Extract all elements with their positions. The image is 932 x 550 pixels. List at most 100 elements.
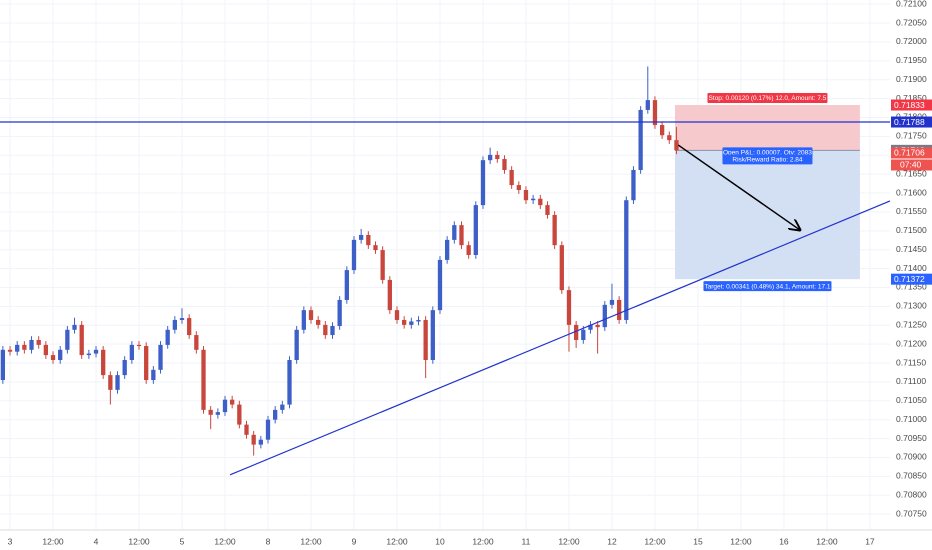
y-tick-label: 0.71450 [896, 244, 927, 254]
x-tick-label: 3 [8, 536, 13, 546]
candle-body [294, 329, 299, 361]
candle-body [366, 234, 371, 246]
x-tick-label: 12:00 [42, 536, 64, 546]
x-tick-label: 4 [94, 536, 99, 546]
candle-body [552, 214, 557, 246]
candle-body [101, 349, 106, 376]
y-tick-label: 0.70800 [896, 489, 927, 499]
candle-body [158, 344, 163, 370]
price-label: 0.71706 [894, 148, 925, 158]
candle-body [573, 324, 579, 340]
y-tick-label: 0.71600 [896, 187, 927, 197]
candle-body [43, 344, 49, 356]
candle-body [29, 339, 34, 350]
candle-body [93, 349, 99, 354]
candle-body [430, 310, 435, 361]
candle-body [487, 154, 493, 161]
y-tick-label: 0.71550 [896, 206, 927, 216]
candle-body [108, 375, 113, 390]
candle-body [351, 239, 357, 271]
candle-body [624, 200, 629, 320]
candle-body [530, 198, 536, 201]
candle-body [645, 100, 650, 110]
y-tick-label: 0.70850 [896, 471, 927, 481]
x-tick-label: 12 [607, 536, 617, 546]
price-label: 0.71372 [894, 274, 925, 284]
candle-body [287, 360, 292, 405]
y-tick-label: 0.71150 [896, 357, 926, 367]
price-label-box [891, 147, 932, 159]
candle-body [667, 135, 672, 141]
candle-body [495, 154, 500, 160]
candle-body [323, 324, 328, 336]
countdown: 07:40 [900, 160, 922, 170]
y-tick-label: 0.70750 [896, 508, 927, 518]
candle-body [50, 355, 56, 361]
x-tick-label: 10 [435, 536, 445, 546]
candle-body [237, 404, 242, 425]
candle-body [581, 329, 586, 340]
y-tick-label: 0.71850 [896, 93, 927, 103]
candle-body [208, 409, 213, 415]
y-tick-label: 0.71100 [896, 376, 926, 386]
candle-body [136, 344, 142, 347]
candle-body [258, 439, 263, 445]
candle-body [373, 245, 378, 251]
candle-body [394, 310, 400, 320]
candle-body [459, 225, 464, 246]
candle-body [502, 159, 507, 170]
candle-body [265, 419, 271, 440]
candle-body [251, 434, 256, 445]
candle-body [179, 318, 185, 320]
candle-body [36, 339, 41, 345]
candle-body [337, 299, 342, 327]
candle-body [631, 169, 636, 201]
candle-body [588, 324, 593, 330]
price-label-box [891, 116, 932, 128]
candle-body [165, 329, 170, 345]
rr-label-box [722, 154, 813, 165]
candle-body [566, 290, 572, 325]
stop-zone [675, 105, 860, 151]
candle-body [344, 270, 349, 300]
candle-body [58, 349, 63, 361]
y-tick-label: 0.71300 [896, 301, 927, 311]
candle-body [144, 346, 149, 381]
y-tick-label: 0.72100 [896, 0, 927, 8]
candle-body [523, 190, 529, 201]
candle-body [201, 349, 206, 410]
candle-body [509, 169, 514, 186]
x-tick-label: 5 [180, 536, 185, 546]
candle-body [609, 299, 615, 305]
candle-body [330, 326, 335, 336]
x-tick-label: 12:00 [214, 536, 236, 546]
candle-body [301, 310, 306, 330]
candle-body [222, 399, 228, 413]
candle-body [151, 369, 156, 381]
x-tick-label: 12:00 [816, 536, 838, 546]
y-tick-label: 0.71500 [896, 225, 927, 235]
candle-body [86, 353, 92, 356]
y-tick-label: 0.72000 [896, 36, 927, 46]
y-tick-label: 0.71200 [896, 338, 927, 348]
candle-body [122, 360, 127, 376]
x-tick-label: 12:00 [300, 536, 322, 546]
y-tick-label: 0.72050 [896, 17, 927, 27]
y-tick-label: 0.71350 [896, 282, 927, 292]
candle-body [516, 185, 521, 191]
candle-body [452, 225, 457, 240]
candle-body [466, 245, 471, 255]
y-tick-label: 0.71250 [896, 320, 927, 330]
candle-body [409, 321, 414, 325]
price-label-box [891, 99, 932, 111]
x-tick-label: 17 [865, 536, 875, 546]
x-tick-label: 8 [266, 536, 271, 546]
candle-body [559, 245, 564, 291]
candle-body [674, 140, 679, 151]
y-tick-label: 0.71000 [896, 414, 927, 424]
y-tick-label: 0.71400 [896, 263, 927, 273]
candle-body [380, 250, 385, 280]
stop-label: Stop: 0.00120 (0.17%) 12.0, Amount: 7.5 [709, 95, 827, 102]
rr-label: Risk/Reward Ratio: 2.84 [732, 157, 802, 164]
